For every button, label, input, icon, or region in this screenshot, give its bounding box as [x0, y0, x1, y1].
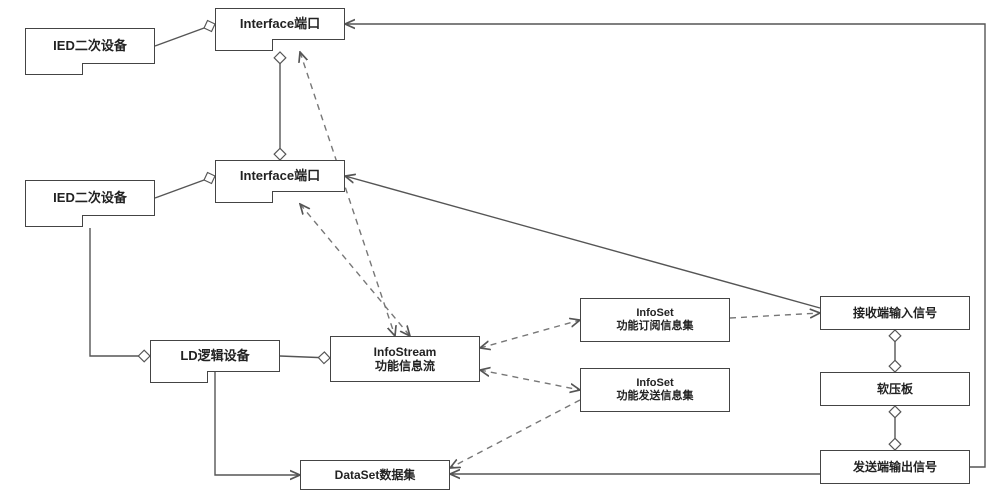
- edge-infoset_sub-recv: [730, 313, 820, 318]
- node-label: LD逻辑设备: [176, 346, 253, 366]
- node-label: 接收端输入信号: [849, 304, 941, 322]
- node-label: IED二次设备: [49, 36, 131, 56]
- node-label: 软压板: [873, 380, 917, 398]
- node-ied1: IED二次设备: [25, 28, 155, 64]
- node-infostream: InfoStream 功能信息流: [330, 336, 480, 382]
- node-label: Interface端口: [236, 14, 324, 34]
- node-infoset_sub: InfoSet 功能订阅信息集: [580, 298, 730, 342]
- node-if2: Interface端口: [215, 160, 345, 192]
- diagram-canvas: IED二次设备 IED二次设备 Interface端口 Interface端口 LD逻辑…: [0, 0, 1000, 504]
- edge-if2-infostream: [300, 204, 410, 336]
- node-ied2: IED二次设备: [25, 180, 155, 216]
- node-label: InfoStream 功能信息流: [370, 343, 441, 376]
- edges-layer: [0, 0, 1000, 504]
- node-label: Interface端口: [236, 166, 324, 186]
- node-ld: LD逻辑设备: [150, 340, 280, 372]
- edge-ld-infostream: [280, 356, 330, 358]
- edge-recv-if2: [345, 176, 820, 308]
- node-if1: Interface端口: [215, 8, 345, 40]
- edge-if1-infostream: [300, 52, 395, 336]
- node-label: InfoSet 功能发送信息集: [613, 375, 698, 405]
- node-label: IED二次设备: [49, 188, 131, 208]
- edge-ied2-ld: [90, 228, 150, 356]
- node-dataset: DataSet数据集: [300, 460, 450, 490]
- edge-infostream-infoset_pub: [480, 370, 580, 390]
- edge-ied1-if1: [155, 24, 215, 46]
- edge-ied2-if2: [155, 176, 215, 198]
- edge-infoset_pub-dataset: [450, 400, 580, 468]
- node-label: InfoSet 功能订阅信息集: [613, 305, 698, 335]
- node-send: 发送端输出信号: [820, 450, 970, 484]
- node-softplate: 软压板: [820, 372, 970, 406]
- edge-ld-dataset: [215, 372, 300, 475]
- node-recv: 接收端输入信号: [820, 296, 970, 330]
- node-label: DataSet数据集: [331, 466, 420, 484]
- node-label: 发送端输出信号: [849, 458, 941, 476]
- edge-infostream-infoset_sub: [480, 320, 580, 348]
- node-infoset_pub: InfoSet 功能发送信息集: [580, 368, 730, 412]
